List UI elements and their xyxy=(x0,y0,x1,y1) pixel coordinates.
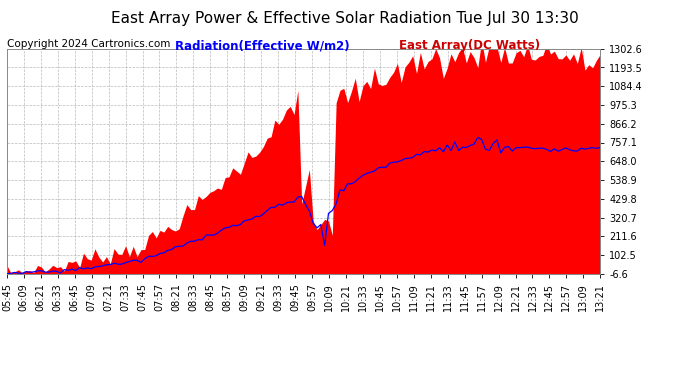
Text: Radiation(Effective W/m2): Radiation(Effective W/m2) xyxy=(175,39,350,53)
Text: East Array(DC Watts): East Array(DC Watts) xyxy=(399,39,540,53)
Text: Copyright 2024 Cartronics.com: Copyright 2024 Cartronics.com xyxy=(7,39,170,50)
Text: East Array Power & Effective Solar Radiation Tue Jul 30 13:30: East Array Power & Effective Solar Radia… xyxy=(111,11,579,26)
